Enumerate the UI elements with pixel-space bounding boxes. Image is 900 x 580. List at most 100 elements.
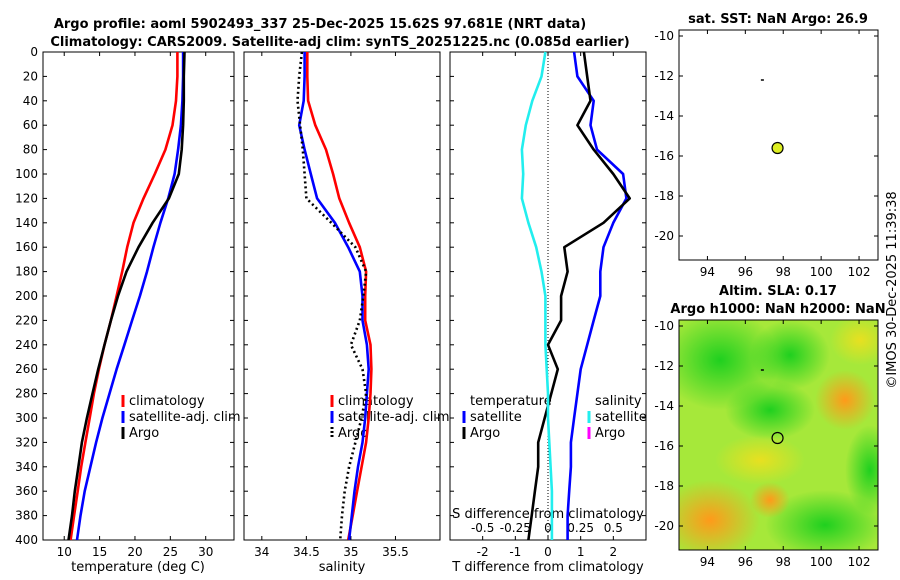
salinity-legend: climatology satellite-adj. clim Argo [330, 394, 450, 441]
map-y-tick-label: -16 [654, 149, 674, 163]
map-y-tick-label: -14 [654, 109, 674, 123]
map-y-tick-label: -10 [654, 319, 674, 333]
x-tick-label: 2 [610, 545, 618, 559]
legend-label-sal-argo: Argo [595, 426, 625, 441]
series-line-climatology [69, 52, 179, 541]
depth-tick-label: 0 [30, 45, 38, 59]
legend-label-argo: Argo [129, 426, 159, 441]
salinity-diff-tick-label: 0 [544, 521, 552, 535]
x-tick-label: -1 [509, 545, 521, 559]
x-tick-label: 15 [92, 545, 107, 559]
salinity-diff-tick-label: -0.5 [471, 521, 494, 535]
map-x-tick-label: 96 [738, 265, 753, 279]
legend-label-satellite-adj: satellite-adj. clim [338, 410, 450, 425]
salinity-panel-frame [243, 51, 441, 541]
map-y-tick-label: -14 [654, 399, 674, 413]
salinity-diff-tick-label: 0.5 [604, 521, 623, 535]
depth-tick-label: 60 [23, 118, 38, 132]
map-x-tick-label: 94 [700, 555, 715, 569]
series-line-temperature-argo [527, 51, 632, 541]
map-x-tick-label: 98 [776, 265, 791, 279]
difference-xlabel: T difference from climatology [451, 560, 644, 575]
x-tick-label: 34.5 [293, 545, 320, 559]
legend-label-sal-satellite: satellite [595, 410, 647, 425]
legend-label-satellite-adj: satellite-adj. clim [129, 410, 241, 425]
map-y-tick-label: -12 [654, 69, 674, 83]
series-line-argo [67, 51, 186, 541]
legend-label-climatology: climatology [338, 394, 414, 409]
altimetry-map-frame [678, 319, 879, 551]
imos-credit: ©IMOS 30-Dec-2025 11:39:38 [885, 191, 900, 388]
x-tick-label: 34 [254, 545, 269, 559]
map-x-tick-label: 100 [810, 555, 833, 569]
series-line-satellite-adj-clim [297, 52, 371, 541]
depth-tick-label: 20 [23, 69, 38, 83]
series-line-argo [296, 51, 368, 541]
salinity-diff-tick-label: 0.25 [567, 521, 594, 535]
depth-tick-label: 160 [15, 240, 38, 254]
figure-title-line2: Climatology: CARS2009. Satellite-adj cli… [50, 35, 629, 50]
depth-tick-label: 200 [15, 289, 38, 303]
x-tick-label: 25 [163, 545, 178, 559]
x-tick-label: -2 [477, 545, 489, 559]
x-tick-label: 30 [198, 545, 213, 559]
depth-tick-label: 280 [15, 387, 38, 401]
x-tick-label: 0 [544, 545, 552, 559]
map-y-tick-label: -20 [654, 519, 674, 533]
map-y-tick-label: -20 [654, 229, 674, 243]
series-line-satellite-adj-clim [75, 52, 185, 541]
profile-location-marker [771, 431, 784, 445]
x-tick-label: 10 [57, 545, 72, 559]
salinity-diff-tick-label: -0.25 [500, 521, 531, 535]
series-line-temperature-satellite [566, 51, 628, 540]
depth-tick-label: 80 [23, 143, 38, 157]
x-tick-label: 35 [343, 545, 358, 559]
depth-tick-label: 340 [15, 460, 38, 474]
depth-tick-label: 180 [15, 265, 38, 279]
depth-tick-label: 240 [15, 338, 38, 352]
temperature-panel-frame [42, 51, 235, 541]
map-x-tick-label: 100 [810, 265, 833, 279]
depth-tick-label: 100 [15, 167, 38, 181]
legend-label-climatology: climatology [129, 394, 205, 409]
depth-tick-label: 320 [15, 435, 38, 449]
map-y-tick-label: -18 [654, 189, 674, 203]
map-x-tick-label: 102 [848, 265, 871, 279]
legend-label-temp-satellite: satellite [470, 410, 522, 425]
depth-tick-label: 120 [15, 191, 38, 205]
legend-title-salinity: salinity [595, 394, 642, 409]
map-y-tick-label: -10 [654, 29, 674, 43]
depth-tick-label: 140 [15, 216, 38, 230]
series-line-climatology [305, 52, 373, 541]
salinity-xlabel: salinity [319, 560, 366, 575]
depth-tick-label: 400 [15, 533, 38, 547]
profile-location-marker [771, 141, 784, 155]
sst-map-title: sat. SST: NaN Argo: 26.9 [688, 12, 868, 27]
altimetry-heatmap [679, 320, 878, 550]
altimetry-title-line2: Argo h1000: NaN h2000: NaN [670, 302, 885, 317]
x-tick-label: 20 [127, 545, 142, 559]
depth-tick-label: 40 [23, 94, 38, 108]
depth-tick-label: 220 [15, 313, 38, 327]
x-tick-label: 1 [577, 545, 585, 559]
temperature-legend: climatology satellite-adj. clim Argo [121, 394, 241, 441]
map-y-tick-label: -18 [654, 479, 674, 493]
legend-title-temperature: temperature [470, 394, 552, 409]
figure-title-line1: Argo profile: aoml 5902493_337 25-Dec-20… [54, 17, 586, 32]
x-tick-label: 35.5 [382, 545, 409, 559]
depth-tick-label: 260 [15, 362, 38, 376]
legend-label-argo: Argo [338, 426, 368, 441]
temperature-xlabel: temperature (deg C) [71, 560, 205, 575]
map-x-tick-label: 94 [700, 265, 715, 279]
depth-tick-label: 360 [15, 484, 38, 498]
depth-tick-label: 380 [15, 509, 38, 523]
depth-tick-label: 300 [15, 411, 38, 425]
map-y-tick-label: -16 [654, 439, 674, 453]
legend-label-temp-argo: Argo [470, 426, 500, 441]
map-x-tick-label: 96 [738, 555, 753, 569]
map-x-tick-label: 102 [848, 555, 871, 569]
plot-layer: 0204060801001201401601802002202402602803… [15, 29, 878, 569]
altimetry-title-line1: Altim. SLA: 0.17 [719, 284, 837, 299]
